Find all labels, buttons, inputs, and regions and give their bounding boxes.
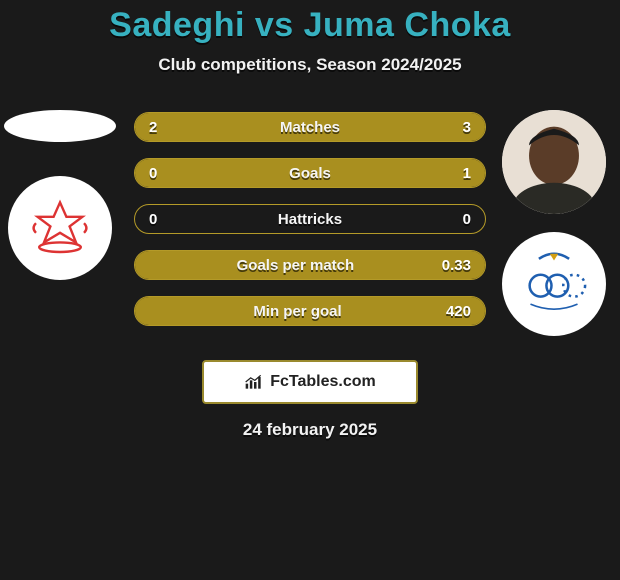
player-right-avatar	[502, 110, 606, 214]
stat-value-right: 3	[463, 119, 485, 136]
stat-label: Matches	[157, 119, 462, 136]
brand-badge: FcTables.com	[202, 360, 418, 404]
stat-value-right: 420	[446, 303, 485, 320]
club-right-icon	[512, 242, 596, 326]
stat-value-left: 2	[135, 119, 157, 136]
stat-row-0: 2Matches3	[134, 112, 486, 142]
right-avatars	[502, 110, 612, 354]
player-right-icon	[502, 110, 606, 214]
stat-row-3: Goals per match0.33	[134, 250, 486, 280]
stat-row-1: 0Goals1	[134, 158, 486, 188]
stat-row-4: Min per goal420	[134, 296, 486, 326]
stat-row-2: 0Hattricks0	[134, 204, 486, 234]
stat-value-right: 1	[463, 165, 485, 182]
stat-value-left: 0	[135, 165, 157, 182]
stat-label: Goals per match	[149, 257, 442, 274]
date-text: 24 february 2025	[0, 420, 620, 440]
subtitle: Club competitions, Season 2024/2025	[0, 55, 620, 75]
stat-label: Goals	[157, 165, 462, 182]
brand-chart-icon	[244, 373, 264, 391]
brand-label: FcTables.com	[270, 373, 376, 391]
stat-value-left: 0	[135, 211, 157, 228]
player-left-avatar	[4, 110, 116, 142]
left-avatars	[8, 110, 118, 298]
stat-label: Min per goal	[149, 303, 446, 320]
club-right-avatar	[502, 232, 606, 336]
stats-bars: 2Matches30Goals10Hattricks0Goals per mat…	[134, 112, 486, 342]
page-title: Sadeghi vs Juma Choka	[0, 0, 620, 45]
stat-label: Hattricks	[157, 211, 462, 228]
stat-value-right: 0.33	[442, 257, 485, 274]
club-left-avatar	[8, 176, 112, 280]
club-left-icon	[20, 188, 100, 268]
stat-value-right: 0	[463, 211, 485, 228]
